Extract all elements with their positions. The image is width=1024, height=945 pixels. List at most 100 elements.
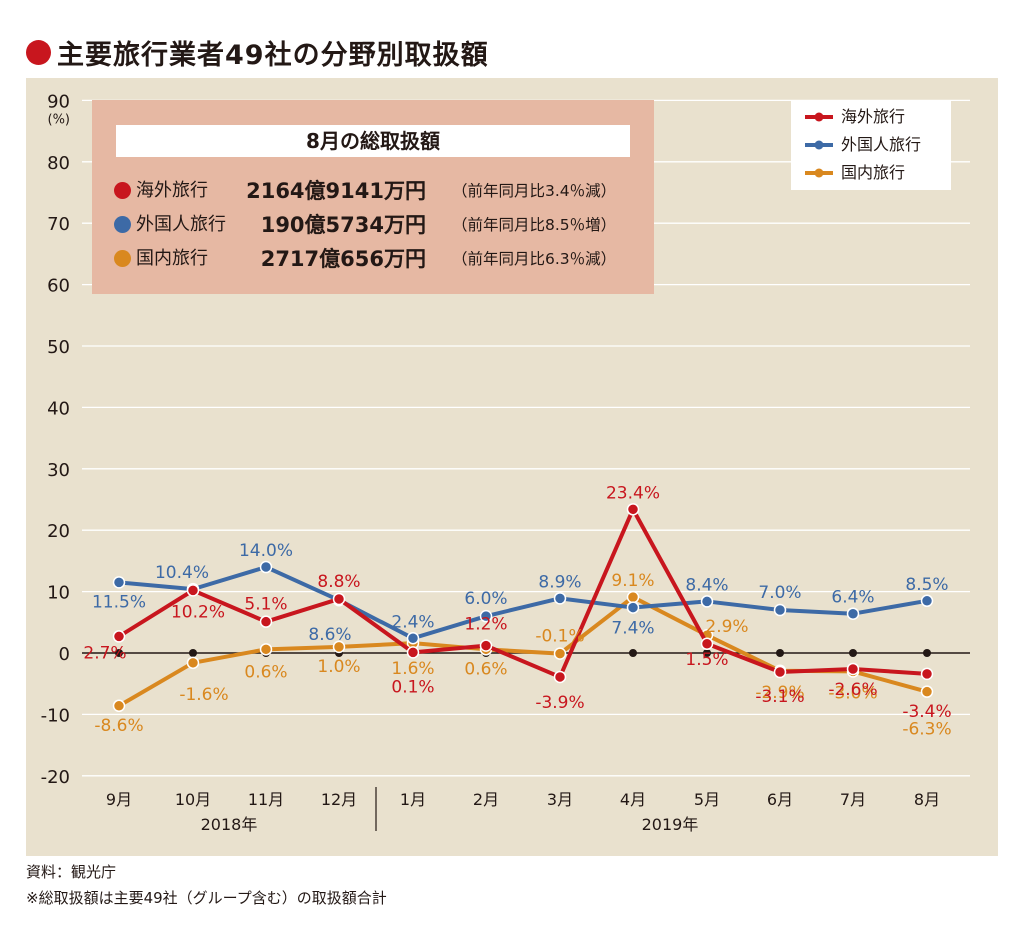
title-bullet-icon: [26, 39, 51, 65]
x-tick-label: 4月: [620, 790, 646, 809]
overseas-travel-data-label: 0.1%: [391, 677, 434, 697]
inbound-travel-data-label: 6.0%: [464, 589, 507, 609]
inbound-travel-point: [112, 576, 126, 589]
domestic-travel-point: [332, 640, 346, 654]
legend-label: 外国人旅行: [841, 135, 922, 154]
inbound-travel-data-label: 8.6%: [308, 625, 351, 645]
legend-label: 海外旅行: [841, 107, 906, 126]
x-tick-label: 9月: [106, 790, 132, 809]
inbound-travel-point: [626, 601, 640, 614]
y-tick-label: -10: [41, 705, 70, 726]
domestic-travel-point: [626, 590, 640, 604]
inbound-travel-data-label: 8.5%: [905, 575, 948, 595]
zero-line-dot: [189, 649, 197, 657]
legend: 海外旅行 外国人旅行 国内旅行: [791, 100, 951, 190]
domestic-travel-point: [553, 647, 567, 660]
domestic-travel-point: [186, 656, 200, 670]
x-tick-label: 7月: [840, 790, 866, 809]
overseas-travel-data-label: -3.4%: [902, 702, 951, 722]
inbound-travel-point: [920, 594, 934, 608]
summary-note: （前年同月比8.5％増）: [452, 216, 617, 234]
summary-amount: 2164億9141万円: [246, 179, 426, 203]
inbound-travel-data-label: 10.4%: [155, 563, 209, 583]
overseas-travel-point: [846, 662, 860, 676]
domestic-travel-data-label: -0.1%: [535, 627, 584, 647]
inbound-travel-point: [259, 560, 273, 574]
overseas-travel-data-label: 10.2%: [171, 602, 225, 622]
overseas-travel-data-label: 1.5%: [685, 650, 728, 670]
summary-note: （前年同月比6.3％減）: [452, 250, 617, 268]
overseas-travel-data-label: 8.8%: [317, 572, 360, 592]
summary-heading: 8月の総取扱額: [116, 125, 630, 157]
blue-dot-icon: [114, 216, 131, 233]
inbound-travel-data-label: 6.4%: [831, 588, 874, 608]
legend-item-domestic: 国内旅行: [803, 160, 951, 186]
summary-row-inbound: 外国人旅行 190億5734万円 （前年同月比8.5％増）: [114, 210, 654, 240]
overseas-travel-point: [186, 584, 200, 597]
overseas-travel-point: [332, 592, 346, 606]
legend-item-overseas: 海外旅行: [803, 104, 951, 130]
overseas-travel-data-label: -3.1%: [755, 687, 804, 707]
inbound-travel-point: [406, 632, 420, 645]
domestic-travel-point: [920, 685, 934, 698]
inbound-travel-data-label: 14.0%: [239, 541, 293, 561]
zero-line-dot: [776, 649, 784, 657]
domestic-travel-data-label: -2.9%: [755, 683, 804, 703]
y-tick-label: 90: [47, 91, 70, 112]
summary-amount: 190億5734万円: [260, 213, 426, 237]
x-tick-label: 10月: [175, 790, 211, 809]
summary-box: 8月の総取扱額 海外旅行 2164億9141万円 （前年同月比3.4％減） 外国…: [92, 100, 654, 294]
legend-line-red-icon: [805, 112, 833, 122]
legend-line-orange-icon: [805, 168, 833, 178]
y-tick-label: 70: [47, 214, 70, 235]
red-dot-icon: [114, 182, 131, 199]
y-axis-unit: (%): [48, 112, 71, 127]
summary-note: （前年同月比3.4％減）: [452, 182, 617, 200]
overseas-travel-point: [626, 503, 640, 516]
year-label: 2019年: [642, 815, 699, 834]
x-tick-label: 11月: [248, 790, 284, 809]
overseas-travel-point: [479, 639, 493, 652]
zero-line-dot: [629, 649, 637, 657]
overseas-travel-point: [920, 667, 934, 681]
y-tick-label: 80: [47, 153, 70, 174]
inbound-travel-point: [700, 595, 714, 608]
x-tick-label: 3月: [547, 790, 573, 809]
overseas-travel-data-label: 2.7%: [83, 643, 126, 663]
y-tick-label: 40: [47, 398, 70, 419]
overseas-travel-point: [112, 630, 126, 643]
y-tick-label: 20: [47, 521, 70, 542]
legend-line-blue-icon: [805, 140, 833, 150]
summary-row-domestic: 国内旅行 2717億656万円 （前年同月比6.3％減）: [114, 244, 654, 274]
summary-row-overseas: 海外旅行 2164億9141万円 （前年同月比3.4％減）: [114, 176, 654, 206]
domestic-travel-data-label: -6.3%: [902, 720, 951, 740]
chart-title: 主要旅行業者49社の分野別取扱額: [57, 39, 489, 71]
x-tick-label: 1月: [400, 790, 426, 809]
domestic-travel-data-label: 0.6%: [464, 659, 507, 679]
inbound-travel-data-label: 8.4%: [685, 575, 728, 595]
year-label: 2018年: [201, 815, 258, 834]
inbound-travel-data-label: 8.9%: [538, 572, 581, 592]
overseas-travel-point: [259, 615, 273, 628]
domestic-travel-data-label: 0.6%: [244, 662, 287, 682]
footnote: ※総取扱額は主要49社（グループ含む）の取扱額合計: [26, 889, 387, 907]
orange-dot-icon: [114, 250, 131, 267]
y-tick-label: 30: [47, 460, 70, 481]
overseas-travel-point: [773, 665, 787, 679]
x-tick-label: 8月: [914, 790, 940, 809]
domestic-travel-data-label: 2.9%: [705, 617, 748, 637]
overseas-travel-line: [117, 507, 928, 679]
domestic-travel-point: [112, 699, 126, 713]
domestic-travel-data-label: -8.6%: [94, 716, 143, 736]
domestic-travel-data-label: -1.6%: [179, 685, 228, 705]
legend-item-inbound: 外国人旅行: [803, 132, 951, 158]
zero-line-dot: [703, 649, 711, 657]
inbound-travel-data-label: 7.4%: [611, 619, 654, 639]
x-tick-label: 2月: [473, 790, 499, 809]
domestic-travel-data-label: 9.1%: [611, 571, 654, 591]
y-tick-label: -20: [41, 767, 70, 788]
y-tick-label: 50: [47, 337, 70, 358]
inbound-travel-line: [118, 565, 928, 641]
x-tick-label: 5月: [694, 790, 720, 809]
legend-label: 国内旅行: [841, 163, 906, 182]
